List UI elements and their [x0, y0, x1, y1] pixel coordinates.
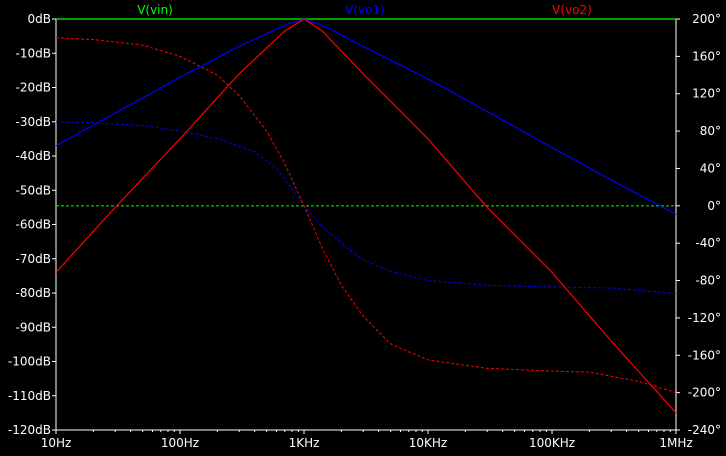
y-right-tick-label: -120°	[688, 311, 721, 325]
y-right-tick-label: -80°	[695, 274, 721, 288]
trace-v-vo1-phase	[55, 121, 677, 295]
y-right-tick-label: -240°	[688, 423, 721, 437]
y-left-tick-label: -110dB	[8, 389, 51, 403]
y-right-tick-label: 160°	[692, 49, 721, 63]
y-left-tick-label: -90dB	[16, 320, 51, 334]
x-tick-label: 1KHz	[289, 436, 320, 450]
x-tick-label: 10Hz	[41, 436, 72, 450]
y-right-tick-label: 0°	[707, 199, 721, 213]
y-right-tick-label: 200°	[692, 12, 721, 26]
x-tick-label: 100Hz	[161, 436, 199, 450]
y-left-tick-label: -50dB	[16, 183, 51, 197]
y-right-tick-label: 80°	[700, 124, 721, 138]
legend-v-vin: V(vin)	[137, 3, 173, 17]
y-left-tick-label: -100dB	[8, 355, 51, 369]
y-left-tick-label: -30dB	[16, 115, 51, 129]
y-left-tick-label: 0dB	[28, 12, 51, 26]
y-right-tick-label: 120°	[692, 87, 721, 101]
trace-v-vo2-phase	[55, 37, 677, 394]
trace-v-vo2-magnitude	[55, 18, 677, 414]
y-left-tick-label: -10dB	[16, 46, 51, 60]
y-right-tick-label: -160°	[688, 348, 721, 362]
x-tick-label: 10KHz	[409, 436, 447, 450]
y-right-tick-label: -40°	[695, 236, 721, 250]
legend-v-vo2: V(vo2)	[552, 3, 592, 17]
legend-v-vo1: V(vo1)	[345, 3, 385, 17]
y-right-tick-label: 40°	[700, 161, 721, 175]
y-left-tick-label: -20dB	[16, 81, 51, 95]
y-left-tick-label: -40dB	[16, 149, 51, 163]
trace-v-vo1-magnitude	[55, 18, 677, 215]
plot-frame	[55, 18, 677, 431]
y-left-tick-label: -80dB	[16, 286, 51, 300]
y-left-tick-label: -70dB	[16, 252, 51, 266]
y-left-tick-label: -120dB	[8, 423, 51, 437]
x-tick-label: 100KHz	[529, 436, 575, 450]
y-left-tick-label: -60dB	[16, 218, 51, 232]
x-tick-label: 1MHz	[659, 436, 692, 450]
y-right-tick-label: -200°	[688, 386, 721, 400]
